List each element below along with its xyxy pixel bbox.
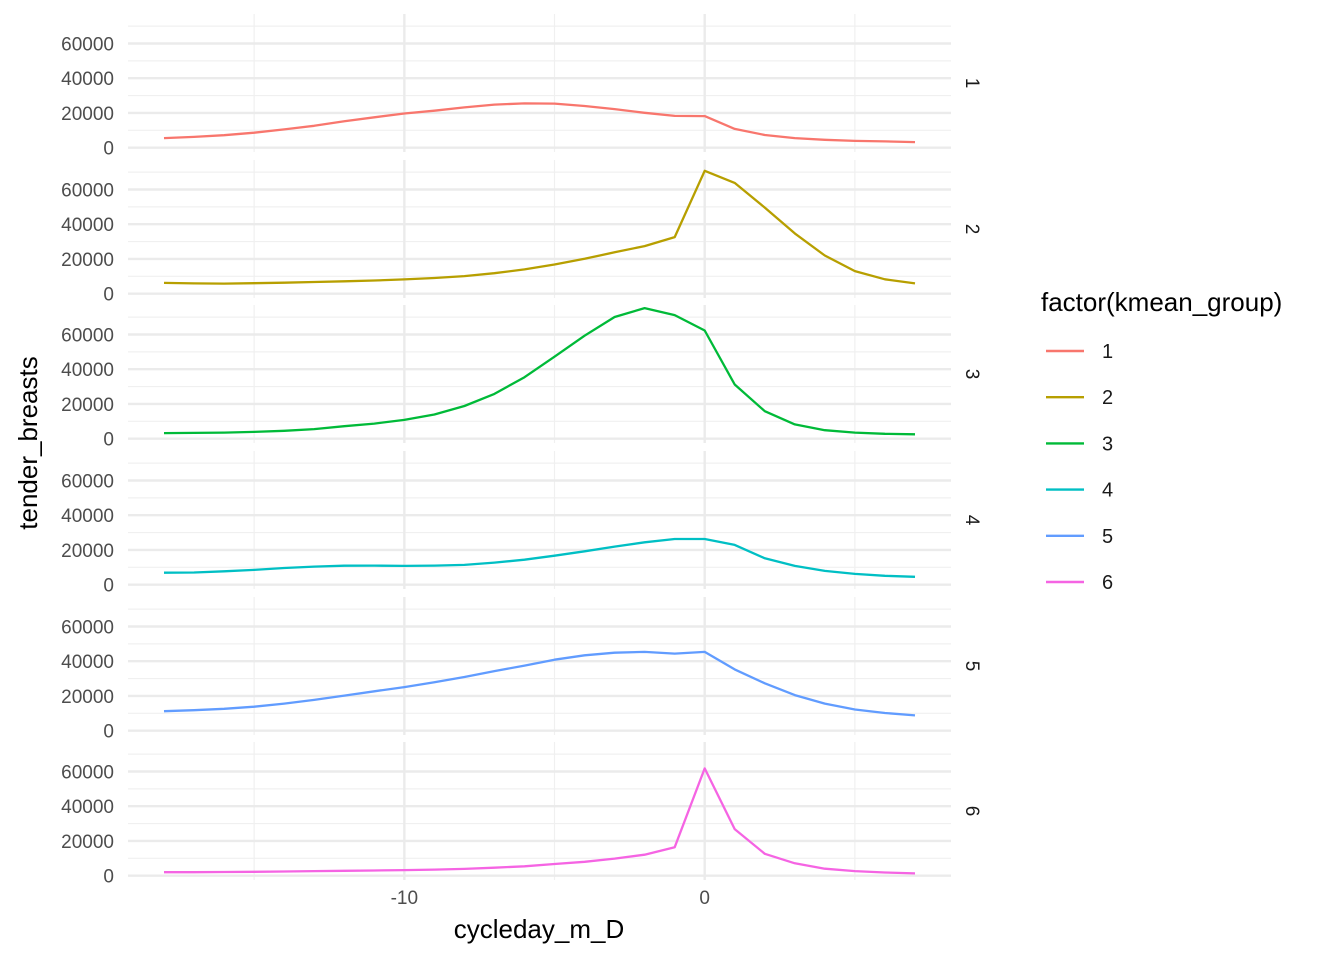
facet-strip-label-1: 1: [961, 78, 982, 89]
y-tick-label: 20000: [61, 687, 114, 708]
y-tick-label: 60000: [61, 326, 114, 347]
legend-label-1: 1: [1102, 341, 1113, 363]
y-tick-label: 40000: [61, 360, 114, 381]
x-tick-label: -10: [391, 888, 418, 909]
facet-panel-4: 0 20000 40000 60000 4: [61, 451, 982, 597]
y-tick-label: 40000: [61, 652, 114, 673]
facet-panel-2: 0 20000 40000 60000 2: [61, 160, 982, 306]
y-tick-label: 0: [103, 722, 114, 743]
legend-label-5: 5: [1102, 526, 1113, 548]
facet-strip-label-6: 6: [961, 806, 982, 817]
y-tick-label: 60000: [61, 763, 114, 784]
facet-panel-3: 0 20000 40000 60000 3: [61, 305, 982, 451]
y-tick-label: 0: [103, 139, 114, 160]
legend-item-3: 3: [1046, 433, 1113, 455]
legend-item-4: 4: [1046, 480, 1113, 502]
y-tick-label: 0: [103, 430, 114, 451]
y-tick-label: 0: [103, 285, 114, 306]
y-axis-title: tender_breasts: [13, 356, 43, 529]
series-line-1: [163, 102, 916, 144]
legend-label-3: 3: [1102, 433, 1113, 455]
legend: factor(kmean_group) 1 2 3 4 5 6: [1041, 287, 1282, 594]
facet-strip-label-3: 3: [961, 369, 982, 380]
legend-label-2: 2: [1102, 387, 1113, 409]
facet-strip-label-2: 2: [961, 224, 982, 235]
x-axis: -10 0: [391, 888, 710, 909]
legend-item-5: 5: [1046, 526, 1113, 548]
legend-label-4: 4: [1102, 480, 1113, 502]
y-tick-label: 20000: [61, 250, 114, 271]
legend-label-6: 6: [1102, 572, 1113, 594]
y-tick-label: 20000: [61, 104, 114, 125]
facet-panel-1: 0 20000 40000 60000 1: [61, 14, 982, 160]
y-tick-label: 60000: [61, 618, 114, 639]
y-tick-label: 60000: [61, 181, 114, 202]
y-tick-label: 20000: [61, 832, 114, 853]
legend-item-6: 6: [1046, 572, 1113, 594]
y-tick-label: 40000: [61, 797, 114, 818]
series-line-5: [163, 650, 916, 717]
y-tick-label: 20000: [61, 541, 114, 562]
y-tick-label: 0: [103, 867, 114, 888]
series-line-2: [163, 169, 916, 285]
y-tick-label: 60000: [61, 472, 114, 493]
facet-strip-label-5: 5: [961, 661, 982, 672]
facet-panel-6: 0 20000 40000 60000 6: [61, 742, 982, 888]
facet-panels: 0 20000 40000 60000 1 0 20000 40000 60000 2 0 20000…: [61, 14, 982, 888]
legend-title: factor(kmean_group): [1041, 287, 1282, 317]
series-line-3: [163, 306, 916, 436]
legend-item-1: 1: [1046, 341, 1113, 363]
y-tick-label: 40000: [61, 215, 114, 236]
y-tick-label: 40000: [61, 69, 114, 90]
series-line-6: [164, 767, 916, 875]
y-tick-label: 60000: [61, 35, 114, 56]
x-tick-label: 0: [699, 888, 710, 909]
y-tick-label: 0: [103, 576, 114, 597]
series-line-4: [163, 537, 916, 578]
facet-strip-label-4: 4: [961, 515, 982, 526]
y-tick-label: 40000: [61, 506, 114, 527]
facet-panel-5: 0 20000 40000 60000 5: [61, 597, 982, 743]
x-axis-title: cycleday_m_D: [454, 914, 625, 944]
legend-item-2: 2: [1046, 387, 1113, 409]
y-tick-label: 20000: [61, 395, 114, 416]
